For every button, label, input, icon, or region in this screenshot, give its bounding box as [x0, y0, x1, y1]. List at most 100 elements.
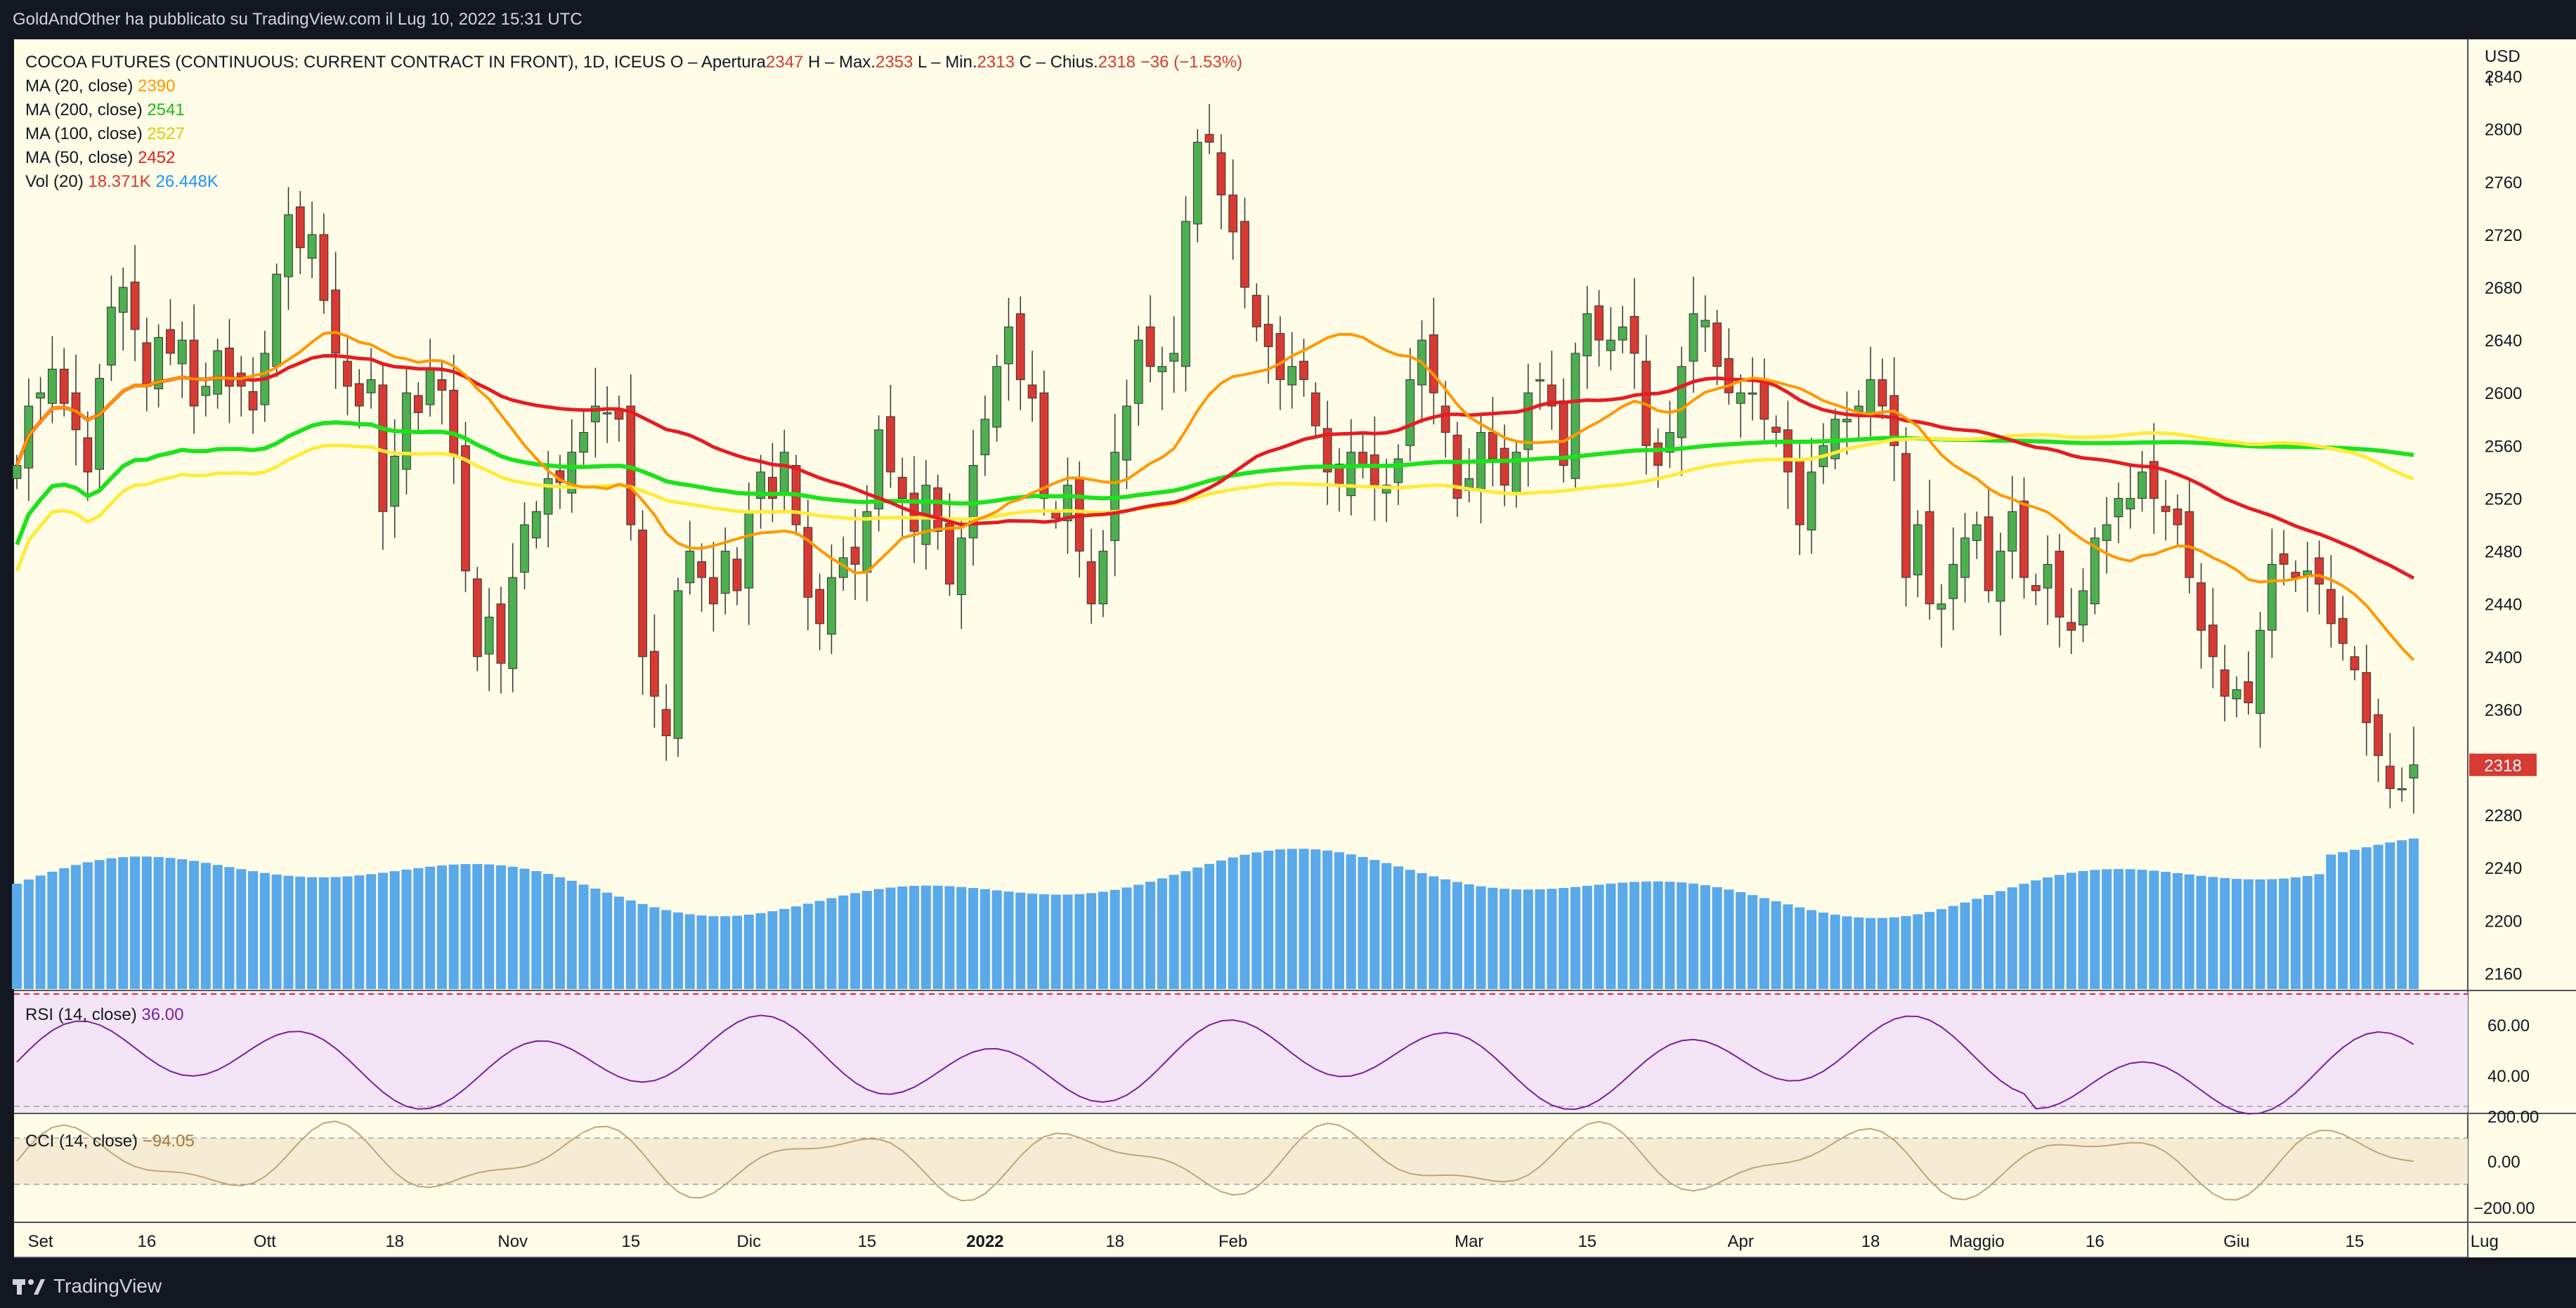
- volume-bar: [2314, 874, 2324, 989]
- candle-body: [638, 530, 647, 658]
- candle-body: [827, 577, 836, 635]
- candle-body: [1063, 485, 1072, 521]
- volume-bar: [1618, 882, 1628, 989]
- volume-bar: [2279, 878, 2289, 989]
- candle-body: [2374, 714, 2383, 757]
- volume-bar: [1830, 915, 1840, 989]
- price-tick-label: 2600: [2485, 384, 2522, 403]
- volume-bar: [484, 864, 495, 989]
- candle-body: [154, 336, 164, 390]
- volume-bar: [1192, 867, 1203, 989]
- legend-volume: Vol (20) 18.371K 26.448K: [25, 172, 219, 191]
- volume-bar: [566, 880, 577, 989]
- price-tick-label: 2200: [2485, 912, 2522, 931]
- volume-bar: [1334, 852, 1344, 989]
- currency-label: USD: [2485, 47, 2520, 66]
- volume-bar: [850, 893, 861, 989]
- candle-body: [1169, 353, 1179, 362]
- volume-bar: [307, 877, 318, 989]
- legend-ma20-part: 2390: [138, 77, 175, 96]
- candle-body: [366, 379, 376, 393]
- candle-body: [2008, 511, 2017, 552]
- candle-body: [2090, 537, 2100, 605]
- candle-body: [661, 709, 671, 736]
- volume-bar: [472, 863, 483, 989]
- candle-body: [2126, 497, 2135, 509]
- cci-tick-label: 0.00: [2487, 1153, 2520, 1172]
- candle-body: [284, 214, 293, 277]
- volume-bar: [755, 913, 766, 989]
- candle-body: [2185, 511, 2194, 578]
- candle-body: [2244, 681, 2253, 704]
- candle-body: [307, 234, 317, 259]
- candle-body: [1712, 322, 1722, 367]
- volume-bar: [2220, 877, 2230, 989]
- price-tick-label: 2360: [2485, 701, 2522, 720]
- candle-body: [1358, 452, 1367, 466]
- candle-body: [1949, 563, 1958, 599]
- volume-bar: [1228, 857, 1238, 989]
- time-tick-label: Feb: [1218, 1232, 1247, 1251]
- candle-body: [2256, 629, 2265, 714]
- candle-body: [2102, 524, 2112, 542]
- candle-body: [1216, 152, 1226, 196]
- price-tick-label: 2520: [2485, 490, 2522, 509]
- candle-body: [2315, 557, 2324, 585]
- volume-bar: [909, 886, 920, 989]
- legend-ma100-part: MA (100, close): [25, 124, 147, 143]
- volume-bar: [2007, 887, 2017, 989]
- volume-bar: [613, 896, 625, 989]
- volume-bar: [956, 887, 967, 989]
- volume-bar: [1736, 892, 1746, 989]
- volume-bar: [318, 877, 329, 989]
- volume-bar: [35, 875, 46, 989]
- candle-body: [1535, 379, 1544, 381]
- candle-body: [1795, 458, 1804, 525]
- candle-body: [461, 445, 470, 572]
- candle-body: [2161, 506, 2171, 512]
- volume-bar: [1653, 881, 1663, 989]
- candle-body: [590, 405, 600, 423]
- candle-body: [48, 368, 57, 404]
- volume-bar: [1429, 876, 1439, 989]
- volume-bar: [1310, 849, 1321, 989]
- volume-bar: [1003, 891, 1014, 989]
- volume-bar: [2373, 844, 2383, 989]
- candle-body: [579, 432, 588, 453]
- volume-bar: [1180, 871, 1191, 989]
- candle-body: [177, 339, 187, 365]
- candle-body: [1570, 353, 1580, 479]
- candle-body: [992, 366, 1002, 428]
- candle-body: [1582, 313, 1592, 357]
- candle-body: [1500, 447, 1509, 486]
- candle-body: [1925, 511, 1934, 605]
- tradingview-logo-icon: [13, 1279, 45, 1295]
- candle-body: [1204, 133, 1214, 143]
- volume-bar: [413, 868, 424, 989]
- volume-bar: [1287, 849, 1297, 989]
- candle-body: [2138, 471, 2147, 499]
- volume-bar: [921, 885, 931, 989]
- volume-bar: [1440, 879, 1451, 989]
- candle-body: [343, 360, 352, 387]
- price-tick-label: 2400: [2485, 648, 2522, 667]
- legend-ma100: MA (100, close) 2527: [25, 124, 185, 143]
- volume-bar: [897, 886, 908, 989]
- price-axis-background: [2468, 39, 2576, 1257]
- volume-bar: [425, 866, 436, 989]
- volume-bar: [1169, 875, 1179, 989]
- volume-bar: [271, 874, 282, 989]
- candle-body: [2208, 624, 2218, 658]
- volume-bar: [2090, 870, 2100, 989]
- candle-body: [2197, 582, 2206, 631]
- candle-body: [107, 306, 116, 366]
- volume-bar: [1381, 863, 1392, 989]
- legend-volume-part: 26.448K: [155, 172, 218, 191]
- rsi-tick-label: 40.00: [2487, 1067, 2530, 1086]
- volume-bar: [436, 865, 447, 989]
- candle-body: [1122, 405, 1131, 461]
- volume-bar: [59, 868, 70, 989]
- candle-body: [1913, 524, 1923, 575]
- candle-body: [1181, 221, 1190, 367]
